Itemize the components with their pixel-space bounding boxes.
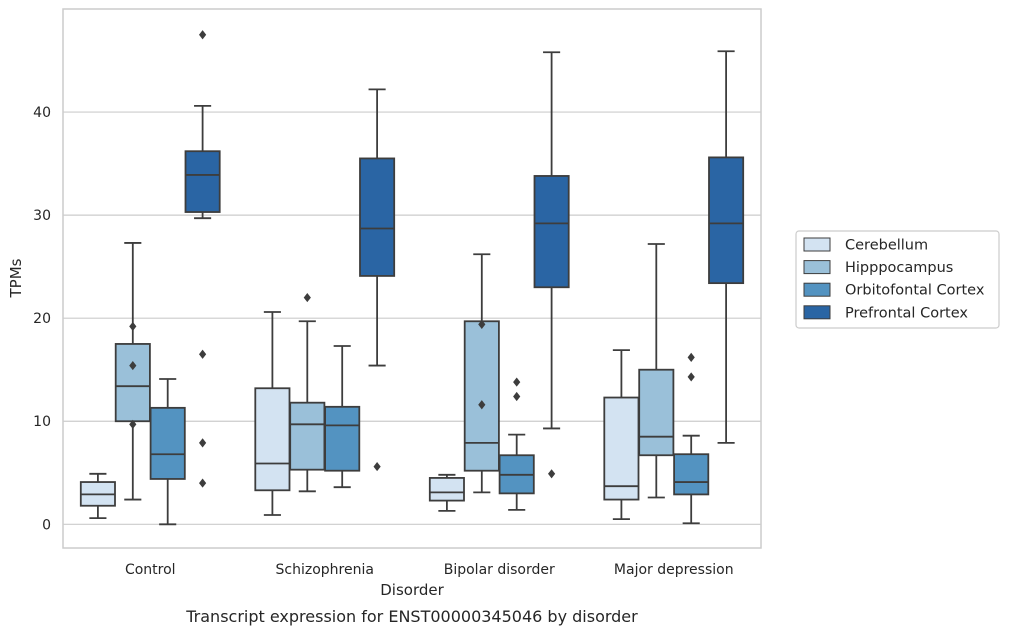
box-iqr [254,387,291,492]
box-1-2 [114,242,151,501]
box-iqr [114,343,151,423]
box-iqr [324,405,361,472]
box-4-4 [708,50,745,444]
y-tick-label: 40 [33,105,51,121]
outlier-point [548,469,556,479]
box-iqr [359,157,396,277]
plot-frame [62,8,762,549]
legend-swatch [803,305,831,320]
box-4-2 [638,243,675,499]
box-iqr [184,150,221,213]
y-tick-label: 0 [42,517,51,533]
box-4-1 [603,349,640,521]
y-tick-label: 30 [33,208,51,224]
box-2-2 [289,292,326,493]
outlier-point [199,349,207,359]
box-iqr [149,406,186,480]
legend-label: Hipppocampus [845,260,953,276]
outlier-point [478,400,486,410]
box-2-1 [254,311,291,516]
x-axis-label: Disorder [380,581,444,599]
outlier-point [129,321,137,332]
x-tick-label: Control [125,562,176,578]
box-3-4 [533,51,570,479]
box-3-2 [463,253,500,494]
outlier-point [199,30,207,40]
x-tick-label: Schizophrenia [276,562,374,578]
box-2-4 [359,88,396,472]
legend-swatch [803,260,831,275]
box-iqr [603,396,640,501]
box-iqr [289,401,326,471]
legend-swatch [803,237,831,252]
outlier-point [478,319,486,329]
outlier-point [129,360,137,371]
box-iqr [463,320,500,472]
outlier-point [303,292,311,303]
outlier-point [199,438,207,448]
x-tick-label: Bipolar disorder [444,562,555,578]
legend-label: Orbitofontal Cortex [845,283,985,299]
box-1-1 [79,472,116,520]
box-3-3 [498,377,535,511]
box-iqr [533,175,570,289]
outlier-point [687,372,695,382]
box-iqr [708,156,745,285]
legend-frame [795,230,1000,329]
legend-label: Prefrontal Cortex [845,305,968,321]
outlier-point [513,391,521,402]
x-axis-ticks: Control Schizophrenia Bipolar disorder Majo… [125,562,734,578]
chart-caption: Transcript expression for ENST0000034504… [185,607,638,626]
y-axis-ticks: 0 10 20 30 40 [33,105,51,533]
y-tick-label: 20 [33,311,51,327]
legend: Cerebellum Hipppocampus Orbitofontal Corte… [795,230,1000,329]
x-tick-label: Major depression [614,562,734,578]
legend-label: Cerebellum [845,238,928,254]
outlier-point [513,377,521,387]
box-plot-area [79,30,745,526]
y-tick-label: 10 [33,414,51,430]
box-2-3 [324,345,361,489]
box-3-1 [428,473,465,512]
outlier-point [687,352,695,362]
y-axis-label: TPMs [7,258,25,298]
box-iqr [638,368,675,457]
legend-swatch [803,282,831,297]
outlier-point [199,478,207,488]
outlier-point [129,419,137,429]
box-1-3 [149,378,186,526]
outlier-point [373,461,381,472]
box-1-4 [184,30,221,488]
box-iqr [428,477,465,502]
box-4-3 [673,352,710,525]
box-iqr [673,453,710,496]
